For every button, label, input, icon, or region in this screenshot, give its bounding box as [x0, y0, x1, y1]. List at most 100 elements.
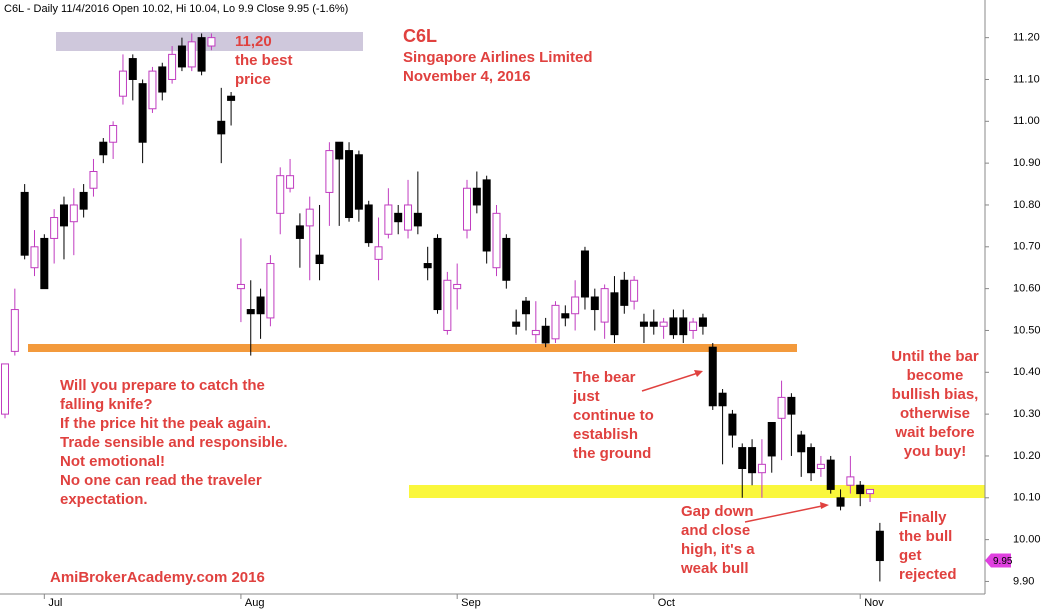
symbol: C6L: [403, 26, 437, 46]
annotation: bullish bias,: [892, 386, 979, 403]
candle-body: [266, 263, 275, 319]
candle-body: [580, 250, 589, 298]
date: November 4, 2016: [403, 68, 531, 85]
annotation: Finally: [899, 509, 947, 526]
candle-body: [256, 296, 265, 315]
candle-body: [708, 346, 717, 407]
annotation: The bear: [573, 369, 636, 386]
candle-body: [728, 413, 737, 436]
last-price-tag: [985, 553, 1011, 568]
annotation: price: [235, 71, 271, 88]
arrow: [744, 505, 823, 523]
candle-body: [816, 463, 825, 470]
candle-body: [10, 309, 19, 352]
annotation: 11,20: [235, 33, 272, 50]
candle-body: [590, 296, 599, 311]
candle-body: [738, 447, 747, 470]
candle-body: [335, 141, 344, 160]
candle-body: [718, 392, 727, 407]
candle-body: [354, 154, 363, 210]
annotation: you buy!: [904, 443, 967, 460]
candle-body: [20, 191, 29, 256]
candle-body: [433, 237, 442, 311]
y-tick-label: 11.20: [1013, 32, 1040, 44]
candle-body: [521, 300, 530, 315]
candle-body: [787, 396, 796, 415]
annotation: and close: [681, 522, 750, 539]
candle-body: [807, 447, 816, 474]
annotation: Will you prepare to catch the: [60, 377, 265, 394]
candle-body: [404, 204, 413, 231]
y-tick-label: 10.00: [1013, 534, 1041, 546]
candle-body: [846, 476, 855, 486]
candle-body: [227, 95, 236, 101]
y-tick-label: 10.20: [1013, 450, 1041, 462]
candle-body: [836, 497, 845, 507]
annotation: the bull: [899, 528, 952, 545]
candle-body: [472, 187, 481, 206]
candle-body: [777, 396, 786, 419]
candle-body: [148, 70, 157, 110]
annotation: falling knife?: [60, 396, 153, 413]
annotation: high, it's a: [681, 541, 755, 558]
candle-body: [315, 254, 324, 265]
candle-body: [443, 279, 452, 331]
annotation: get: [899, 547, 922, 564]
candle-body: [197, 37, 206, 72]
candle-body: [364, 204, 373, 244]
candle-body: [463, 187, 472, 231]
candle-body: [659, 321, 668, 327]
annotation: just: [572, 388, 600, 405]
candle-body: [30, 246, 39, 269]
annotation: wait before: [894, 424, 974, 441]
x-tick-label: Jul: [48, 597, 62, 609]
annotation: the ground: [573, 445, 651, 462]
candle-body: [875, 530, 884, 562]
annotation: weak bull: [680, 560, 749, 577]
x-tick-label: Sep: [461, 597, 481, 609]
support-zone: [409, 485, 985, 498]
candle-body: [276, 175, 285, 214]
candle-body: [207, 37, 216, 47]
arrow: [641, 372, 699, 392]
candle-body: [286, 175, 295, 189]
chart-header: C6L - Daily 11/4/2016 Open 10.02, Hi 10.…: [4, 3, 348, 15]
candle-body: [236, 283, 245, 290]
candle-body: [600, 288, 609, 323]
candle-body: [69, 204, 78, 223]
subtitle: Singapore Airlines Limited: [403, 49, 592, 66]
annotation: AmiBrokerAcademy.com 2016: [50, 569, 265, 586]
candle-body: [246, 309, 255, 315]
candle-body: [305, 208, 314, 227]
candle-body: [639, 321, 648, 327]
candle-body: [649, 321, 658, 327]
candle-body: [630, 279, 639, 302]
annotation: If the price hit the peak again.: [60, 415, 271, 432]
y-tick-label: 11.00: [1013, 115, 1040, 127]
candle-body: [345, 150, 354, 219]
candle-body: [109, 124, 118, 143]
y-tick-label: 10.70: [1013, 241, 1041, 253]
y-tick-label: 10.10: [1013, 492, 1041, 504]
candle-body: [669, 317, 678, 336]
candle-body: [492, 212, 501, 269]
candle-body: [423, 263, 432, 269]
candle-body: [89, 171, 98, 189]
candle-body: [541, 325, 550, 344]
candle-body: [325, 150, 334, 193]
candle-body: [826, 459, 835, 490]
candle-body: [177, 45, 186, 68]
y-tick-label: 11.10: [1013, 73, 1040, 85]
annotation: Not emotional!: [60, 453, 165, 470]
candle-body: [757, 463, 766, 474]
candle-body: [551, 304, 560, 340]
annotation: continue to: [573, 407, 654, 424]
candle-body: [50, 217, 59, 239]
arrow-head: [820, 502, 829, 509]
x-tick-label: Oct: [658, 597, 675, 609]
annotation: the best: [235, 52, 293, 69]
candle-body: [99, 141, 108, 156]
candle-body: [610, 292, 619, 336]
